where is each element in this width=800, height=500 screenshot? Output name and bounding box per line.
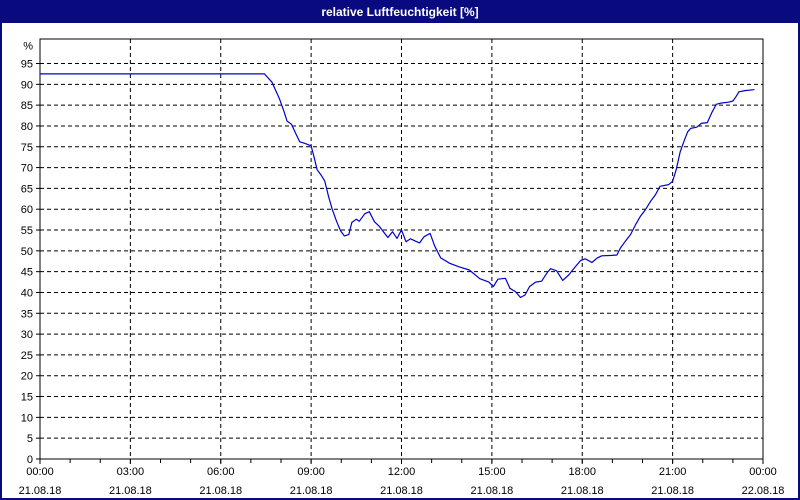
x-time-label: 03:00 [117, 466, 145, 478]
x-date-label: 21.08.18 [651, 485, 694, 497]
x-time-label: 21:00 [659, 466, 687, 478]
humidity-line [39, 73, 755, 299]
x-time-label: 12:00 [388, 466, 416, 478]
y-tick-label: 0 [27, 454, 33, 466]
x-date-label: 21.08.18 [380, 485, 423, 497]
chart-area: 0 5 10 15 20 25 30 35 40 45 50 55 60 65 70 75 80 85 90 95% 0… [2, 23, 798, 498]
x-time-label: 00:00 [26, 466, 54, 478]
x-time-label: 15:00 [478, 466, 506, 478]
y-tick-label: 70 [21, 163, 33, 175]
y-tick-label: 45 [21, 267, 33, 279]
y-tick-label: 80 [21, 121, 33, 133]
y-unit-label: % [23, 41, 33, 53]
y-tick-label: 5 [27, 433, 33, 445]
chart-canvas: 0 5 10 15 20 25 30 35 40 45 50 55 60 65 70 75 80 85 90 95% 0… [19, 38, 785, 497]
y-tick-label: 50 [21, 246, 33, 258]
y-tick-label: 90 [21, 79, 33, 91]
y-tick-label: 75 [21, 142, 33, 154]
x-date-label: 21.08.18 [470, 485, 513, 497]
x-date-label: 21.08.18 [290, 485, 333, 497]
y-tick-label: 20 [21, 371, 33, 383]
y-tick-label: 30 [21, 329, 33, 341]
x-date-label: 21.08.18 [561, 485, 604, 497]
y-tick-label: 60 [21, 204, 33, 216]
x-date-label: 21.08.18 [199, 485, 242, 497]
x-date-label: 21.08.18 [109, 485, 152, 497]
x-date-label: 21.08.18 [19, 485, 62, 497]
y-tick-label: 95 [21, 59, 33, 71]
y-tick-label: 55 [21, 225, 33, 237]
x-date-label: 22.08.18 [742, 485, 785, 497]
x-time-label: 18:00 [568, 466, 596, 478]
x-time-label: 09:00 [297, 466, 325, 478]
y-tick-label: 15 [21, 392, 33, 404]
x-time-label: 00:00 [749, 466, 777, 478]
y-tick-label: 10 [21, 412, 33, 424]
x-time-label: 06:00 [207, 466, 235, 478]
y-tick-label: 35 [21, 308, 33, 320]
y-tick-label: 65 [21, 183, 33, 195]
window-title: relative Luftfeuchtigkeit [%] [321, 5, 479, 19]
y-tick-label: 85 [21, 100, 33, 112]
y-tick-label: 25 [21, 350, 33, 362]
title-bar[interactable]: relative Luftfeuchtigkeit [%] [2, 2, 798, 23]
y-tick-label: 40 [21, 287, 33, 299]
